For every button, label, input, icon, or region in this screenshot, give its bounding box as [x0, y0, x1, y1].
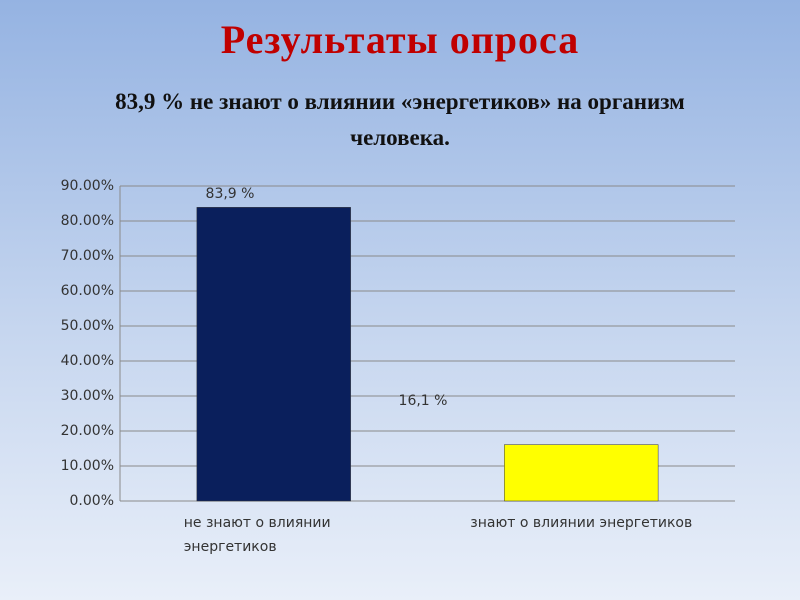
value-label: 16,1 %: [399, 393, 448, 409]
y-tick-label: 40.00%: [61, 353, 114, 369]
subtitle: 83,9 % не знают о влиянии «энергетиков» …: [115, 89, 685, 150]
y-tick-label: 10.00%: [61, 458, 114, 474]
y-tick-label: 90.00%: [61, 178, 114, 194]
y-tick-label: 30.00%: [61, 388, 114, 404]
title: Результаты опроса: [220, 17, 580, 62]
bar: [504, 444, 659, 502]
y-tick-label: 60.00%: [61, 283, 114, 299]
x-tick-label: не знают о влиянии энергетиков: [183, 515, 331, 555]
y-tick-label: 70.00%: [61, 248, 114, 264]
y-tick-label: 20.00%: [61, 423, 114, 439]
y-tick-label: 50.00%: [61, 318, 114, 334]
bar: [196, 207, 351, 502]
value-label: 83,9 %: [206, 186, 255, 202]
x-tick-label: знают о влиянии энергетиков: [470, 515, 693, 531]
y-tick-label: 80.00%: [61, 213, 114, 229]
y-tick-label: 0.00%: [70, 493, 114, 509]
